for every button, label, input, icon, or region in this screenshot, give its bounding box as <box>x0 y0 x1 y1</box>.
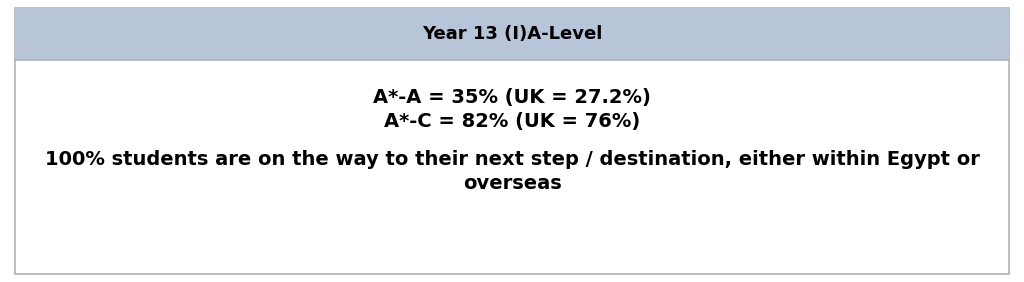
Text: A*-C = 82% (UK = 76%): A*-C = 82% (UK = 76%) <box>384 112 640 131</box>
Text: Year 13 (I)A-Level: Year 13 (I)A-Level <box>422 25 602 43</box>
Text: 100% students are on the way to their next step / destination, either within Egy: 100% students are on the way to their ne… <box>45 150 979 169</box>
Text: A*-A = 35% (UK = 27.2%): A*-A = 35% (UK = 27.2%) <box>373 88 651 107</box>
Bar <box>15 8 1009 60</box>
Text: overseas: overseas <box>463 174 561 193</box>
